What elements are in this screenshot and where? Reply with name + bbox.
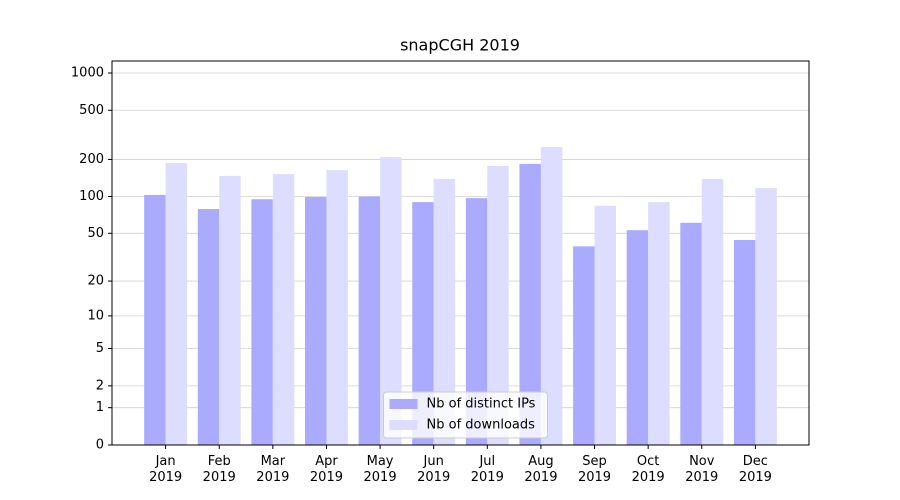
x-tick-label-line: 2019	[203, 470, 236, 485]
x-tick-label-line: 2019	[685, 470, 718, 485]
bar	[380, 157, 402, 445]
legend-label: Nb of distinct IPs	[427, 397, 536, 412]
x-tick-label-line: 2019	[417, 470, 450, 485]
x-tick-label: Nov 2019	[685, 454, 718, 485]
x-tick-label-line: 2019	[149, 470, 182, 485]
y-tick-label: 10	[87, 308, 104, 323]
x-tick-label: Jan 2019	[149, 454, 182, 485]
bar	[433, 178, 456, 445]
x-tick-label-line: Nov	[689, 454, 715, 469]
y-tick-label: 100	[79, 189, 104, 204]
x-tick-label: Aug 2019	[524, 454, 557, 485]
chart-title: snapCGH 2019	[400, 36, 520, 55]
bar	[219, 175, 241, 446]
bar	[519, 163, 541, 445]
bar	[626, 230, 649, 445]
bar	[573, 246, 595, 445]
x-tick-label-line: Aug	[528, 454, 553, 469]
bar	[465, 198, 488, 445]
y-tick-label: 2	[96, 378, 104, 393]
bar	[251, 199, 273, 445]
y-tick-label: 5	[96, 341, 104, 356]
bar	[197, 209, 220, 445]
x-tick-label: Feb 2019	[203, 454, 236, 485]
x-tick-label: Jul 2019	[471, 454, 504, 485]
bar	[358, 196, 381, 445]
x-tick-label: Sep 2019	[578, 454, 611, 485]
x-tick-label-line: 2019	[310, 470, 343, 485]
bar	[701, 178, 724, 445]
x-tick-label: Apr 2019	[310, 454, 343, 485]
plot-frame	[111, 60, 810, 446]
legend-swatch	[389, 420, 418, 430]
bar	[412, 202, 434, 445]
bar	[165, 163, 188, 446]
x-tick-label: Oct 2019	[632, 454, 665, 485]
legend-box	[383, 391, 548, 439]
legend-label: Nb of downloads	[427, 418, 536, 433]
bar	[326, 170, 348, 445]
x-tick-label: Mar 2019	[256, 454, 289, 485]
bar	[755, 188, 777, 445]
bar	[144, 194, 166, 445]
x-tick-label-line: 2019	[578, 470, 611, 485]
x-tick-label-line: Mar	[261, 454, 286, 469]
x-tick-label-line: 2019	[364, 470, 397, 485]
x-tick-label-line: Jun	[423, 454, 444, 469]
x-tick-label-line: Dec	[743, 454, 768, 469]
x-tick-label-line: Jul	[478, 454, 495, 469]
bar	[487, 165, 509, 445]
x-tick-label-line: Oct	[637, 454, 659, 469]
y-tick-label: 500	[79, 103, 104, 118]
bar	[272, 174, 295, 446]
x-tick-label-line: 2019	[632, 470, 665, 485]
x-tick-label-line: 2019	[256, 470, 289, 485]
x-tick-label-line: Jan	[155, 454, 176, 469]
x-tick-label: Jun 2019	[417, 454, 450, 485]
x-tick-label-line: Feb	[208, 454, 231, 469]
bar	[648, 202, 670, 445]
x-tick-label-line: May	[367, 454, 394, 469]
y-tick-label: 200	[79, 152, 104, 167]
bar	[680, 222, 702, 445]
y-tick-label: 20	[87, 274, 104, 289]
bar	[540, 147, 563, 445]
x-tick-label-line: Sep	[582, 454, 607, 469]
bar	[733, 240, 756, 445]
x-tick-label-line: 2019	[524, 470, 557, 485]
bar	[305, 197, 327, 445]
x-tick-label-line: 2019	[471, 470, 504, 485]
bar	[594, 205, 616, 445]
x-tick-label-line: Apr	[315, 454, 338, 469]
y-tick-label: 0	[96, 438, 104, 453]
y-tick-label: 1	[96, 400, 104, 415]
y-tick-label: 50	[87, 226, 104, 241]
x-tick-label: Dec 2019	[739, 454, 772, 485]
y-tick-label: 1000	[71, 66, 104, 81]
x-tick-label-line: 2019	[739, 470, 772, 485]
x-tick-label: May 2019	[364, 454, 397, 485]
legend-swatch	[389, 399, 418, 409]
